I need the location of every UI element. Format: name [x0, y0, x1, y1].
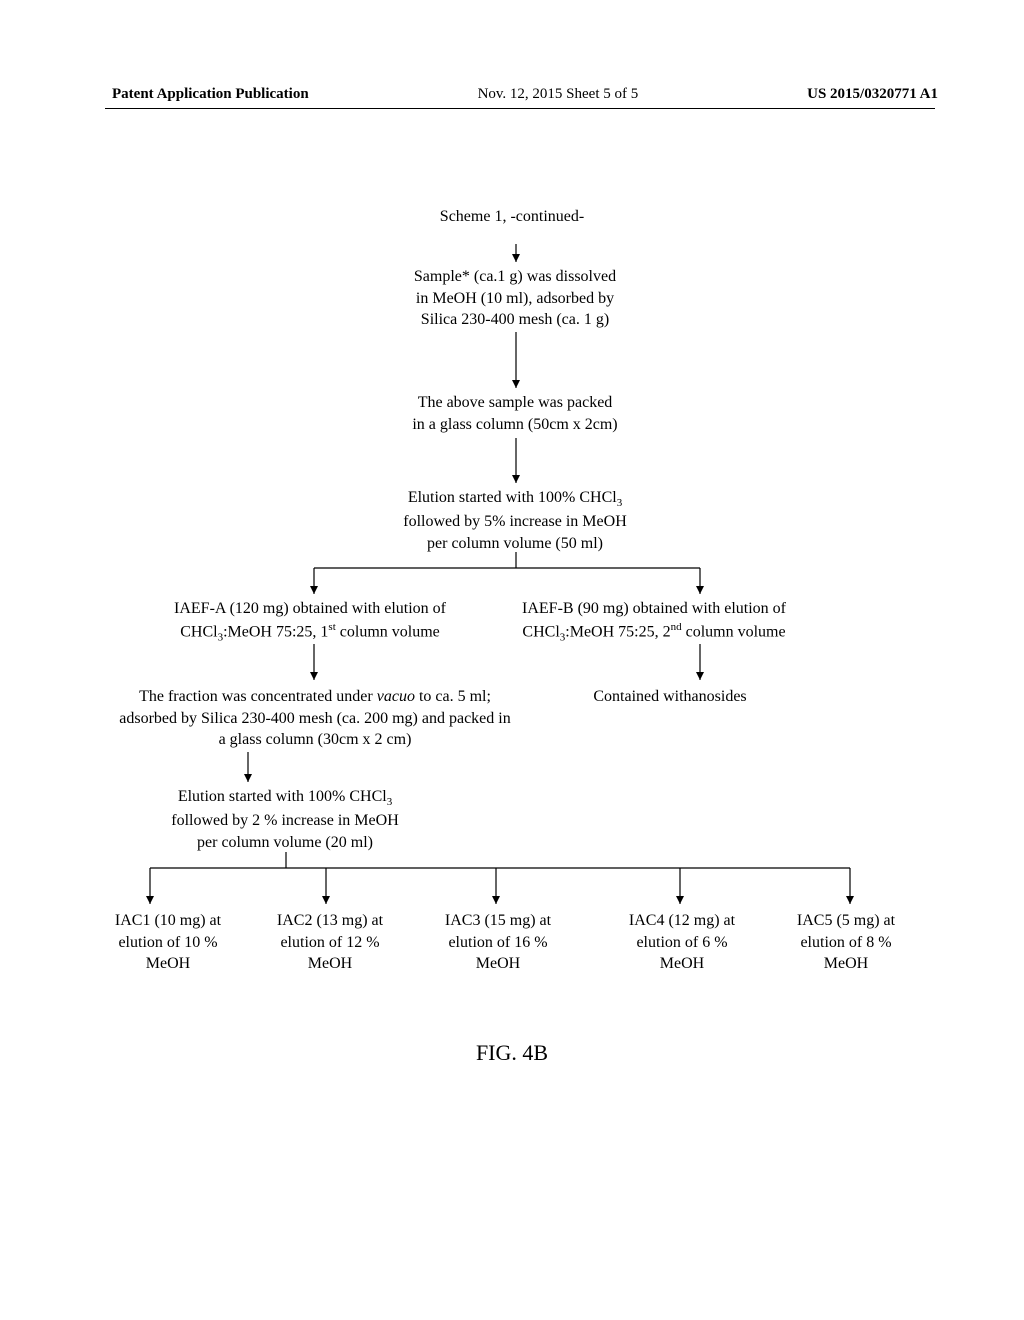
node-iac3: IAC3 (15 mg) atelution of 16 %MeOH [428, 910, 568, 975]
node-withanosides: Contained withanosides [560, 686, 780, 708]
node-iac2: IAC2 (13 mg) atelution of 12 %MeOH [260, 910, 400, 975]
figure-label: FIG. 4B [0, 1040, 1024, 1066]
node-fraction-concentrated: The fraction was concentrated under vacu… [100, 686, 530, 751]
node-iaef-a: IAEF-A (120 mg) obtained with elution of… [150, 598, 470, 645]
node-elution-2pct: Elution started with 100% CHCl3followed … [150, 786, 420, 853]
node-sample-dissolved: Sample* (ca.1 g) was dissolvedin MeOH (1… [365, 266, 665, 331]
flow-arrows [0, 0, 1024, 1320]
node-iac5: IAC5 (5 mg) atelution of 8 %MeOH [776, 910, 916, 975]
node-elution-5pct: Elution started with 100% CHCl3followed … [355, 487, 675, 554]
node-iac4: IAC4 (12 mg) atelution of 6 %MeOH [612, 910, 752, 975]
node-packed-column: The above sample was packedin a glass co… [365, 392, 665, 435]
node-iaef-b: IAEF-B (90 mg) obtained with elution ofC… [494, 598, 814, 645]
node-iac1: IAC1 (10 mg) atelution of 10 %MeOH [98, 910, 238, 975]
